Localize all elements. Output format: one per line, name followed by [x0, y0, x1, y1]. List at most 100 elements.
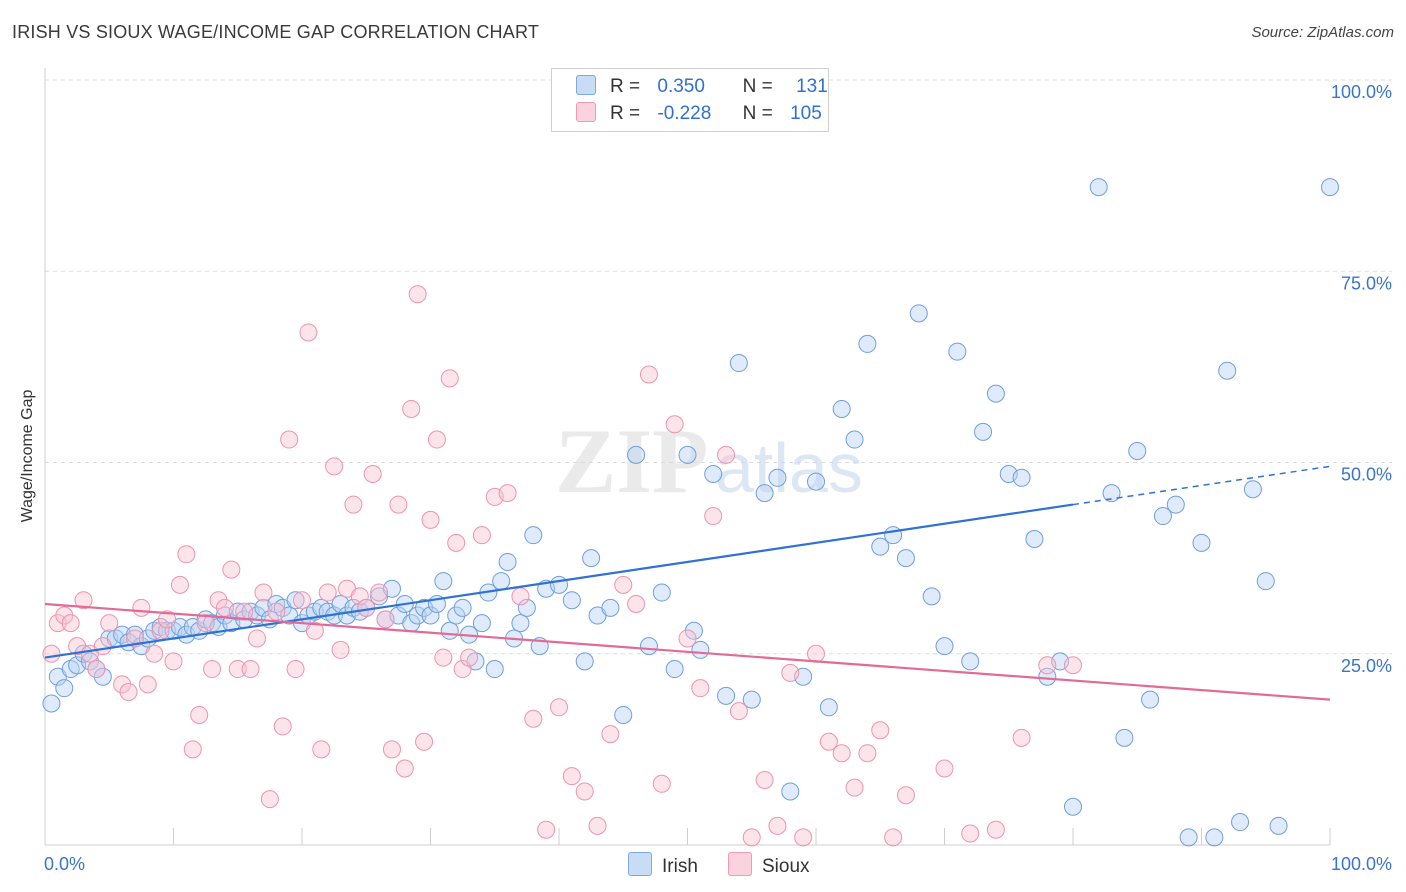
- series-legend-sioux[interactable]: Sioux: [728, 852, 810, 878]
- irish-point: [781, 782, 800, 801]
- sioux-point: [55, 606, 74, 625]
- sioux-point: [331, 640, 350, 659]
- sioux-point: [986, 820, 1005, 839]
- sioux-point: [453, 660, 472, 679]
- sioux-point: [665, 415, 684, 434]
- tick-labels: 100.0% 75.0% 50.0% 25.0% 0.0% 100.0%: [44, 82, 1392, 874]
- legend-row-sioux: R = -0.228 N = 105: [576, 102, 822, 126]
- sioux-point: [241, 660, 260, 679]
- sioux-point: [691, 679, 710, 698]
- legend-r-value: -0.228: [657, 103, 712, 124]
- series-legend-irish[interactable]: Irish: [628, 852, 698, 878]
- irish-point: [704, 464, 723, 483]
- irish-point: [582, 549, 601, 568]
- series-legend: Irish Sioux: [0, 852, 1406, 878]
- irish-point: [819, 698, 838, 717]
- sioux-point: [884, 828, 903, 847]
- series-label-sioux: Sioux: [762, 856, 810, 877]
- irish-point: [807, 472, 825, 491]
- irish-point: [1243, 480, 1262, 499]
- sioux-point: [138, 675, 157, 694]
- irish-point: [601, 598, 620, 617]
- sioux-point: [550, 698, 568, 717]
- x-tick-label: 100.0%: [1331, 854, 1392, 874]
- sioux-point: [215, 598, 234, 617]
- chart-title: IRISH VS SIOUX WAGE/INCOME GAP CORRELATI…: [12, 22, 540, 42]
- irish-point: [1025, 530, 1044, 548]
- irish-point: [1141, 690, 1160, 709]
- sioux-point: [42, 644, 61, 663]
- sioux-point: [1012, 728, 1031, 747]
- irish-point: [550, 575, 568, 594]
- irish-point: [440, 621, 459, 640]
- series-label-irish: Irish: [662, 856, 698, 877]
- sioux-point: [627, 595, 646, 614]
- irish-point: [832, 399, 851, 418]
- watermark-atlas: atlas: [715, 429, 863, 507]
- sioux-point: [729, 702, 748, 721]
- sioux-point: [196, 614, 215, 633]
- x-tick-label: 0.0%: [44, 854, 85, 874]
- legend-r-label: R =: [610, 103, 641, 124]
- sioux-point: [1038, 656, 1057, 675]
- sioux-point: [1064, 656, 1082, 675]
- trend-lines: [44, 465, 1331, 701]
- sioux-point: [524, 709, 543, 728]
- irish-point: [717, 686, 736, 705]
- sioux-point: [858, 744, 877, 763]
- sioux-point: [415, 732, 434, 751]
- irish-point: [1256, 572, 1275, 591]
- irish-point: [524, 526, 543, 545]
- grid-lines: [45, 79, 1392, 655]
- irish-point: [575, 652, 594, 671]
- y-tick-label: 50.0%: [1341, 465, 1392, 485]
- sioux-point: [158, 610, 177, 629]
- sioux-point: [363, 464, 382, 483]
- chart-source: Source: ZipAtlas.com: [1251, 24, 1394, 41]
- sioux-point: [434, 648, 453, 667]
- sioux-point: [203, 660, 222, 679]
- sioux-point: [807, 644, 825, 663]
- sioux-point: [273, 717, 292, 736]
- sioux-point: [601, 725, 620, 744]
- sioux-trend-line: [44, 602, 1331, 701]
- sioux-point: [588, 816, 607, 835]
- sioux-point: [344, 495, 363, 514]
- irish-point: [562, 591, 581, 610]
- sioux-point: [845, 778, 864, 797]
- irish-point: [447, 606, 466, 625]
- irish-point: [1128, 442, 1147, 461]
- legend-row-irish: R = 0.350 N = 131: [576, 75, 828, 99]
- irish-point: [986, 384, 1005, 403]
- sioux-point: [305, 621, 324, 640]
- sioux-point: [575, 782, 594, 801]
- irish-point: [485, 660, 504, 679]
- legend-n-label: N =: [742, 76, 773, 97]
- irish-point: [55, 679, 74, 698]
- irish-point: [755, 484, 774, 503]
- irish-point: [517, 598, 536, 617]
- sioux-point: [74, 591, 93, 610]
- irish-point: [884, 526, 903, 545]
- sioux-point: [440, 369, 459, 388]
- series-swatch-irish: [628, 852, 652, 876]
- irish-point: [845, 430, 864, 449]
- sioux-point: [228, 660, 247, 679]
- sioux-point: [370, 583, 389, 602]
- irish-point: [421, 606, 440, 625]
- sioux-point: [537, 820, 556, 839]
- irish-points: [42, 178, 1339, 847]
- sioux-point: [100, 614, 119, 633]
- sioux-point: [293, 591, 311, 610]
- irish-trend-line: [44, 503, 1074, 659]
- sioux-point: [183, 740, 202, 759]
- irish-point: [511, 614, 530, 633]
- sioux-point: [562, 767, 581, 786]
- sioux-point: [427, 430, 446, 449]
- irish-point: [742, 690, 761, 709]
- irish-point: [1192, 533, 1211, 552]
- sioux-point: [312, 740, 331, 759]
- sioux-point: [132, 598, 151, 617]
- y-tick-label: 75.0%: [1341, 273, 1392, 293]
